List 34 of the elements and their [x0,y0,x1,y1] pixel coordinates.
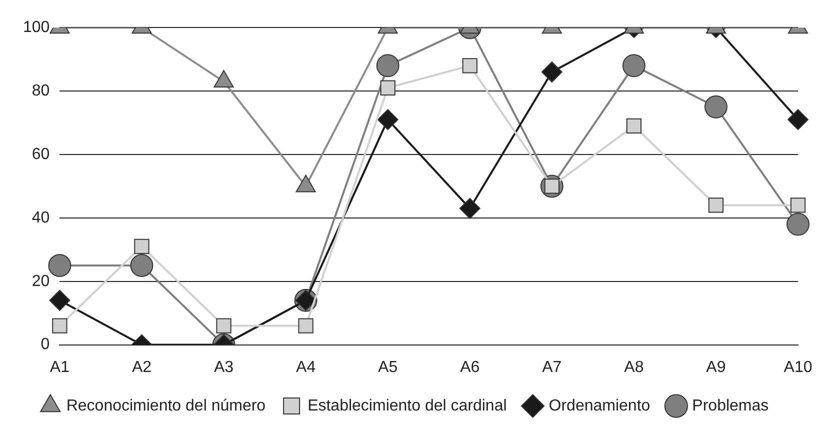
point [708,198,724,213]
point [786,212,810,236]
legend-label: Ordenamiento [548,397,650,414]
point [298,318,314,334]
point [134,238,150,254]
point [48,254,72,277]
y-tick-label: 0 [40,336,50,354]
x-tick-label: A10 [784,358,812,376]
y-tick-label: 20 [32,272,50,290]
point [216,318,232,334]
x-tick-label: A5 [378,358,398,376]
point [377,109,398,130]
x-tick-label: A7 [542,358,562,376]
x-tick-label: A4 [296,358,316,376]
point [790,198,806,213]
x-tick-label: A9 [706,358,726,376]
legend-label: Problemas [692,397,769,414]
legend-label: Establecimiento del cardinal [308,397,507,414]
point [52,318,68,334]
x-tick-label: A2 [132,358,152,376]
legend-label: Reconocimiento del número [66,397,266,414]
point [788,109,808,130]
y-tick-label: 80 [32,82,50,100]
point [130,254,154,277]
x-tick-label: A6 [460,358,480,376]
point [49,290,70,311]
y-tick-label: 40 [32,209,50,226]
y-tick-label: 100 [22,19,50,36]
point [626,118,642,134]
y-tick-label: 60 [32,146,50,163]
point [459,198,480,219]
x-tick-label: A3 [214,358,234,376]
x-tick-label: A1 [50,358,70,376]
x-tick-label: A8 [624,358,644,376]
